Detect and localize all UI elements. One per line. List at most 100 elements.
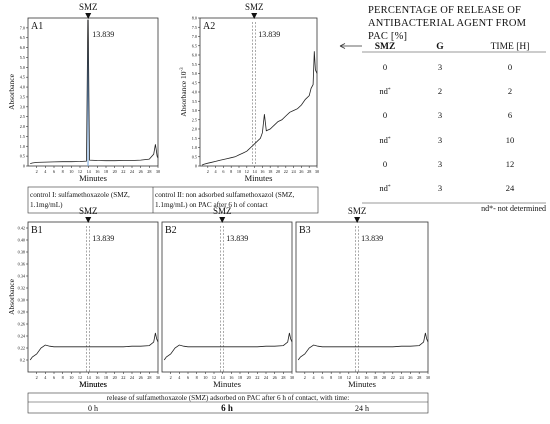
- x-tick-label: 14: [87, 169, 92, 174]
- y-tick-label: 3.0: [192, 108, 197, 113]
- x-tick-label: 10: [69, 375, 73, 380]
- x-tick-label: 14: [87, 375, 92, 380]
- y-tick-label: 2.0: [192, 127, 197, 132]
- x-tick-label: 12: [78, 375, 82, 380]
- peak-marker: [219, 217, 226, 223]
- x-tick-label: 8: [330, 375, 332, 380]
- y-tick-label: 0.36: [18, 262, 25, 267]
- x-tick-label: 28: [281, 375, 285, 380]
- table-title: PERCENTAGE OF RELEASE OF ANTIBACTERIAL A…: [368, 5, 527, 42]
- table-header: G: [436, 42, 444, 52]
- y-tick-label: 5.0: [192, 71, 197, 76]
- y-tick-label: 0: [195, 164, 197, 169]
- plot-frame-B1: [27, 221, 159, 373]
- table-cell-g: 3: [438, 183, 442, 193]
- table-cell-g: 2: [438, 86, 442, 96]
- x-axis-label: Minutes: [348, 379, 376, 389]
- x-tick-label: 20: [276, 169, 280, 174]
- y-tick-label: 1.5: [20, 134, 25, 139]
- x-axis-label: Minutes: [79, 379, 107, 389]
- y-tick-label: 1.5: [192, 136, 197, 141]
- x-tick-label: 4: [44, 375, 47, 380]
- y-tick-label: 2.5: [20, 114, 25, 119]
- plot-frame-A1: [27, 17, 159, 167]
- peak-marker: [251, 13, 258, 19]
- table-cell-time: 2: [508, 86, 512, 96]
- y-tick-label: 0.40: [18, 238, 25, 243]
- x-axis-label: Minutes: [245, 173, 273, 183]
- x-axis-label: Minutes: [79, 173, 107, 183]
- arrow-head: [339, 43, 346, 49]
- table-cell-g: 3: [438, 135, 442, 145]
- x-tick-label: 14: [253, 169, 258, 174]
- y-tick-label: 5.0: [20, 65, 25, 70]
- x-tick-label: 26: [139, 169, 143, 174]
- retention-time-label: 13.839: [258, 30, 280, 39]
- smz-label: SMZ: [348, 206, 367, 216]
- x-tick-label: 26: [273, 375, 277, 380]
- x-tick-label: 26: [139, 375, 143, 380]
- table-cell-time: 0: [508, 62, 512, 72]
- nd-asterisk: *: [388, 136, 391, 142]
- table-cell-smz: 0: [383, 110, 387, 120]
- y-tick-label: 8.0: [192, 16, 197, 21]
- y-tick-label: 4.5: [20, 75, 25, 80]
- y-tick-label: 0.34: [18, 274, 26, 279]
- y-tick-label: 0.26: [18, 322, 25, 327]
- nd-asterisk: *: [388, 87, 391, 93]
- x-tick-label: 18: [268, 169, 272, 174]
- panel-tag-A2: A2: [203, 21, 215, 32]
- trace-A1: [30, 19, 159, 164]
- x-tick-label: 28: [307, 169, 311, 174]
- table-cell-time: 10: [506, 135, 515, 145]
- x-tick-label: 12: [347, 375, 351, 380]
- x-tick-label: 28: [147, 169, 151, 174]
- x-axis-label: Minutes: [79, 379, 107, 389]
- x-tick-label: 2: [304, 375, 306, 380]
- y-tick-label: 1.0: [20, 144, 25, 149]
- x-tick-label: 6: [321, 375, 323, 380]
- x-tick-label: 20: [247, 375, 251, 380]
- table-cell-smz: nd*: [379, 86, 391, 96]
- plot-frame-B2: [161, 221, 293, 373]
- x-tick-label: 4: [44, 169, 47, 174]
- x-tick-label: 4: [313, 375, 316, 380]
- x-tick-label: 12: [212, 375, 216, 380]
- y-tick-label: 3.5: [192, 99, 197, 104]
- retention-time-label: 13.839: [92, 234, 114, 243]
- panel-tag-B2: B2: [165, 225, 177, 236]
- x-tick-label: 6: [222, 169, 224, 174]
- x-tick-label: 30: [315, 169, 319, 174]
- y-tick-label: 3.5: [20, 94, 25, 99]
- x-tick-label: 2: [36, 375, 38, 380]
- smz-label: SMZ: [245, 2, 264, 12]
- x-tick-label: 22: [121, 375, 125, 380]
- x-tick-label: 30: [426, 375, 430, 380]
- y-axis-label: Absorbance: [7, 278, 16, 314]
- x-tick-label: 22: [391, 375, 395, 380]
- caption-t0: 0 h: [88, 404, 98, 413]
- peak-marker: [354, 217, 361, 223]
- x-tick-label: 20: [113, 375, 117, 380]
- smz-label: SMZ: [213, 206, 232, 216]
- caption-box-b: [27, 392, 429, 414]
- y-tick-label: 1.0: [192, 145, 197, 150]
- x-tick-label: 26: [408, 375, 412, 380]
- table-cell-g: 3: [438, 110, 442, 120]
- x-tick-label: 8: [62, 375, 64, 380]
- x-tick-label: 2: [36, 169, 38, 174]
- x-tick-label: 20: [382, 375, 386, 380]
- panel-tag-A1: A1: [31, 21, 43, 32]
- x-tick-label: 18: [104, 169, 108, 174]
- x-tick-label: 30: [290, 375, 294, 380]
- y-tick-label: 0: [23, 164, 25, 169]
- table-cell-g: 3: [438, 159, 442, 169]
- x-tick-label: 8: [62, 169, 64, 174]
- y-tick-label: 6.0: [20, 45, 25, 50]
- trace-B2: [163, 332, 293, 361]
- table-footnote: nd*- not determined: [481, 204, 546, 213]
- x-tick-label: 30: [156, 169, 160, 174]
- nd-asterisk: *: [388, 184, 391, 190]
- x-tick-label: 24: [130, 375, 135, 380]
- x-tick-label: 16: [364, 375, 368, 380]
